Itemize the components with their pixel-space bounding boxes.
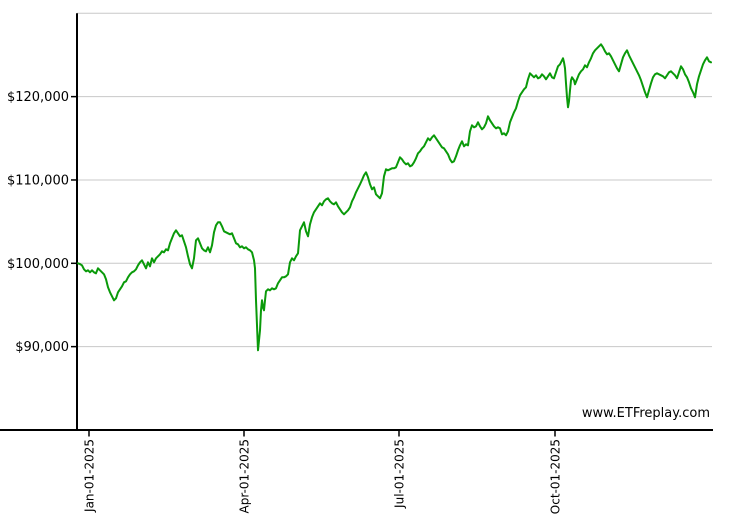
etfreplay-watermark: www.ETFreplay.com: [581, 406, 710, 421]
y-axis-label: $90,000: [15, 340, 69, 355]
y-axis-label: $100,000: [7, 257, 69, 272]
x-axis-label: Oct-01-2025: [549, 439, 563, 514]
y-axis-label: $120,000: [7, 90, 69, 105]
price-line: [77, 43, 712, 352]
x-axis-label: Jul-01-2025: [393, 439, 407, 509]
x-axis-label: Jan-01-2025: [83, 439, 97, 513]
x-axis-label: Apr-01-2025: [238, 439, 252, 513]
y-axis-label: $110,000: [7, 173, 69, 188]
